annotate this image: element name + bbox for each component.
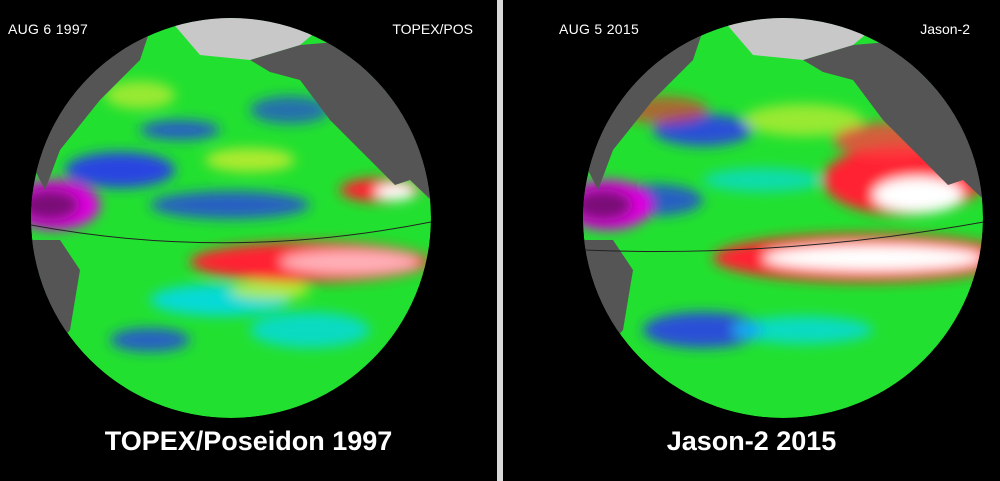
mission-label: Jason-2 xyxy=(920,21,970,37)
right-panel-2015: AUG 5 2015 Jason-2 Jason-2 2015 xyxy=(503,0,1000,481)
mission-label: TOPEX/POS xyxy=(392,21,473,37)
date-label: AUG 6 1997 xyxy=(8,21,89,37)
caption: TOPEX/Poseidon 1997 xyxy=(104,426,393,456)
sea-level-globe-2015 xyxy=(583,18,983,418)
date-label: AUG 5 2015 xyxy=(559,21,640,37)
panel-divider xyxy=(497,0,503,481)
caption: Jason-2 2015 xyxy=(666,426,837,456)
left-panel-1997: AUG 6 1997 TOPEX/POS TOPEX/Poseidon 1997 xyxy=(0,0,497,481)
sea-level-globe-1997 xyxy=(31,18,431,418)
